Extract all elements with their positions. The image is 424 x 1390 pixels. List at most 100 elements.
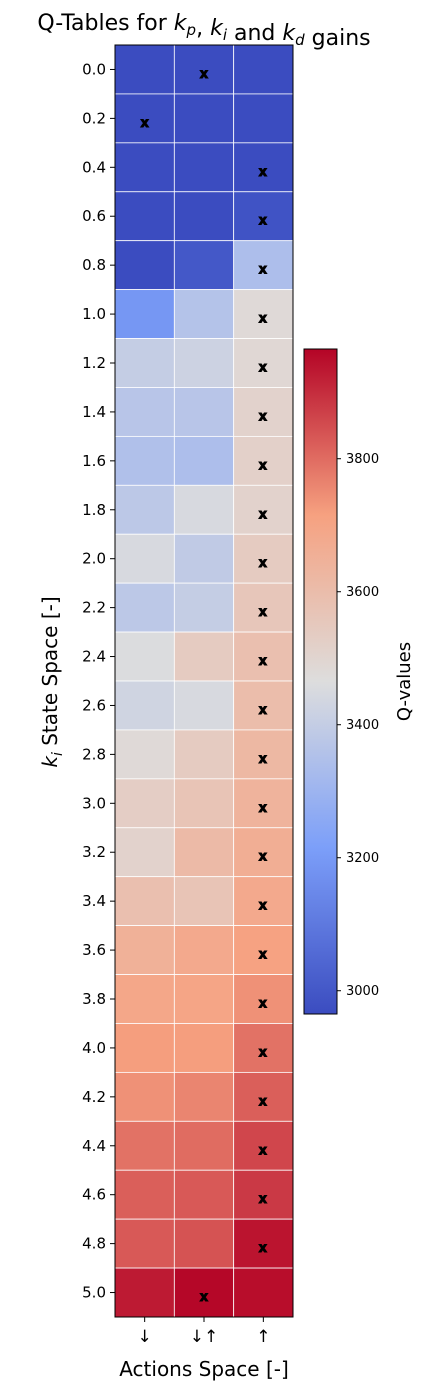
y-tick-label: 1.2	[82, 354, 106, 372]
heatmap-cell	[173, 1023, 235, 1073]
max-q-marker: x	[259, 899, 268, 914]
y-tick-label: 2.4	[82, 648, 106, 666]
y-tick-label: 4.2	[82, 1088, 106, 1106]
heatmap-cell	[233, 582, 294, 633]
heatmap-cell	[173, 974, 235, 1024]
heatmap-cell	[114, 338, 175, 388]
y-axis-label: ki State Space [-]	[38, 596, 66, 767]
heatmap-cell	[173, 876, 235, 927]
max-q-marker: x	[259, 1241, 268, 1256]
heatmap-cell	[114, 925, 175, 975]
heatmap-cell	[233, 289, 294, 339]
x-tick-label: ↓	[138, 1327, 152, 1347]
y-tick-label: 4.6	[82, 1186, 106, 1204]
heatmap-cell	[114, 1023, 175, 1073]
y-tick-label: 4.8	[82, 1235, 106, 1253]
colorbar-label: Q-values	[394, 642, 415, 721]
heatmap-cell	[114, 1267, 175, 1318]
title-variable: k	[174, 11, 188, 36]
heatmap-cell	[173, 93, 235, 144]
colorbar-tick-label: 3200	[346, 851, 379, 866]
max-q-marker: x	[259, 752, 268, 767]
heatmap-cell	[233, 1218, 294, 1269]
heatmap-cell	[173, 435, 235, 486]
y-tick-label: 0.0	[82, 60, 106, 78]
heatmap-cell	[233, 925, 294, 975]
y-tick-label: 0.4	[82, 158, 106, 176]
heatmap-cell	[173, 533, 235, 584]
title-text: Q-Tables for	[37, 11, 173, 36]
ylabel-subscript: i	[50, 752, 66, 756]
heatmap-cell	[114, 729, 175, 780]
heatmap-grid	[114, 44, 294, 1318]
ylabel-variable: k	[38, 755, 62, 768]
max-action-markers: x x x x x x x x x x x x x x x x x x x x x x x x x x	[140, 67, 268, 1306]
y-tick-label: 0.6	[82, 207, 106, 225]
heatmap-cell	[173, 240, 235, 291]
heatmap-cell	[233, 44, 294, 95]
max-q-marker: x	[259, 1094, 268, 1109]
max-q-marker: x	[259, 361, 268, 376]
title-text: ,	[196, 16, 210, 41]
heatmap-cell	[173, 925, 235, 975]
max-q-marker: x	[140, 116, 149, 131]
heatmap-cell	[173, 484, 235, 535]
heatmap-cell	[233, 1120, 294, 1171]
colorbar-tick-label: 3000	[346, 984, 379, 999]
max-q-marker: x	[259, 214, 268, 229]
heatmap-cell	[114, 44, 175, 95]
heatmap-cell	[114, 142, 175, 193]
title-text: and	[227, 21, 282, 46]
heatmap-cell	[114, 1120, 175, 1171]
heatmap-cell	[233, 631, 294, 682]
heatmap-cell	[173, 729, 235, 780]
heatmap-cell	[173, 778, 235, 829]
title-text: gains	[305, 26, 371, 51]
heatmap-cell	[173, 1169, 235, 1220]
y-tick-label: 2.6	[82, 696, 106, 714]
x-axis-ticks: ↓ ↓↑ ↑	[138, 1317, 270, 1347]
title-subscript: i	[223, 26, 228, 44]
heatmap-cell	[233, 484, 294, 535]
max-q-marker: x	[200, 67, 209, 82]
heatmap-cell	[114, 289, 175, 339]
max-q-marker: x	[259, 409, 268, 424]
heatmap-cell	[233, 827, 294, 878]
y-tick-label: 3.0	[82, 794, 106, 812]
title-subscript: p	[186, 21, 197, 39]
heatmap-cell	[173, 191, 235, 242]
y-tick-label: 1.8	[82, 501, 106, 519]
chart-title: Q-Tables for kp, ki and kd gains	[37, 11, 370, 51]
heatmap-cell	[173, 387, 235, 437]
heatmap-cell	[173, 1218, 235, 1269]
heatmap-cell	[233, 729, 294, 780]
heatmap-cell	[173, 142, 235, 193]
title-variable: k	[210, 16, 224, 41]
max-q-marker: x	[259, 312, 268, 327]
heatmap-cell	[114, 974, 175, 1024]
y-tick-label: 4.4	[82, 1137, 106, 1155]
max-q-marker: x	[259, 556, 268, 571]
heatmap-cell	[233, 191, 294, 242]
y-tick-label: 3.8	[82, 990, 106, 1008]
x-axis-label: Actions Space [-]	[119, 1357, 289, 1381]
heatmap-cell	[114, 484, 175, 535]
heatmap-cell	[173, 289, 235, 339]
max-q-marker: x	[259, 263, 268, 278]
max-q-marker: x	[259, 850, 268, 865]
heatmap-cell	[114, 240, 175, 291]
max-q-marker: x	[259, 165, 268, 180]
heatmap-cell	[233, 1267, 294, 1318]
y-tick-label: 2.0	[82, 550, 106, 568]
heatmap-cell	[114, 827, 175, 878]
y-tick-label: 0.8	[82, 256, 106, 274]
heatmap-cell	[114, 778, 175, 829]
heatmap-cell	[114, 533, 175, 584]
colorbar: 3000 3200 3400 3600 3800 Q-values	[303, 348, 415, 1015]
heatmap-cell	[233, 240, 294, 291]
x-tick-label: ↑	[256, 1327, 270, 1347]
x-tick-label: ↓↑	[190, 1327, 219, 1347]
y-tick-label: 1.4	[82, 403, 106, 421]
heatmap-cell	[173, 680, 235, 731]
